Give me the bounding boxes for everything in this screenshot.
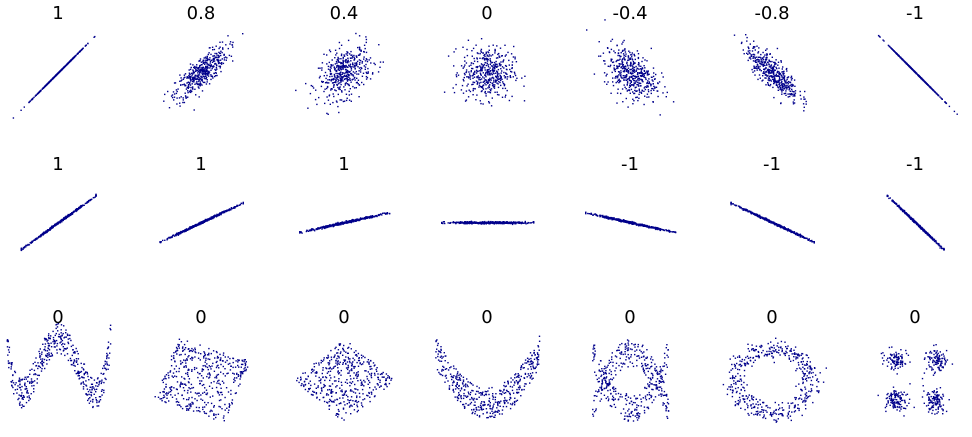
correlation-label: 0 [52, 307, 63, 328]
scatter-panel [722, 337, 827, 423]
correlation-label: 0.4 [330, 3, 359, 24]
correlation-label: 1 [52, 3, 63, 24]
scatter-panel [585, 211, 677, 234]
correlation-label: 0 [338, 307, 349, 328]
scatter-panel [877, 34, 958, 115]
correlation-label: 1 [52, 154, 63, 175]
correlation-label: 0 [481, 3, 492, 24]
correlation-label: -1 [621, 154, 639, 175]
correlation-label: 0 [481, 307, 492, 328]
scatter-panel [730, 201, 815, 244]
scatter-panel [299, 212, 391, 234]
correlation-label: 0 [624, 307, 635, 328]
correlation-label: -1 [906, 3, 924, 24]
scatter-panel [443, 38, 526, 107]
correlation-label: 1 [338, 154, 349, 175]
scatter-panel [877, 344, 954, 417]
scatter-panel [295, 32, 384, 115]
scatter-panel [592, 339, 670, 422]
scatter-panel [296, 343, 393, 421]
scatter-panel [154, 338, 249, 422]
scatter-panel [733, 34, 807, 112]
scatter-panel [12, 35, 96, 119]
correlation-label: 0.8 [187, 3, 216, 24]
scatter-panel [441, 220, 535, 226]
correlation-label: 0 [766, 307, 777, 328]
correlation-label: 1 [195, 154, 206, 175]
scatter-panel [435, 335, 541, 419]
correlation-label: -0.8 [754, 3, 789, 24]
correlation-label: 0 [195, 307, 206, 328]
scatter-panel [159, 201, 244, 244]
scatter-panel [163, 33, 244, 111]
scatter-panel [6, 323, 112, 409]
scatter-panel [886, 194, 945, 251]
correlation-label: -1 [763, 154, 781, 175]
correlation-label: 0 [909, 307, 920, 328]
scatter-panel [20, 193, 97, 252]
scatter-panel [586, 19, 675, 116]
correlation-label: -1 [906, 154, 924, 175]
correlation-label: -0.4 [612, 3, 647, 24]
